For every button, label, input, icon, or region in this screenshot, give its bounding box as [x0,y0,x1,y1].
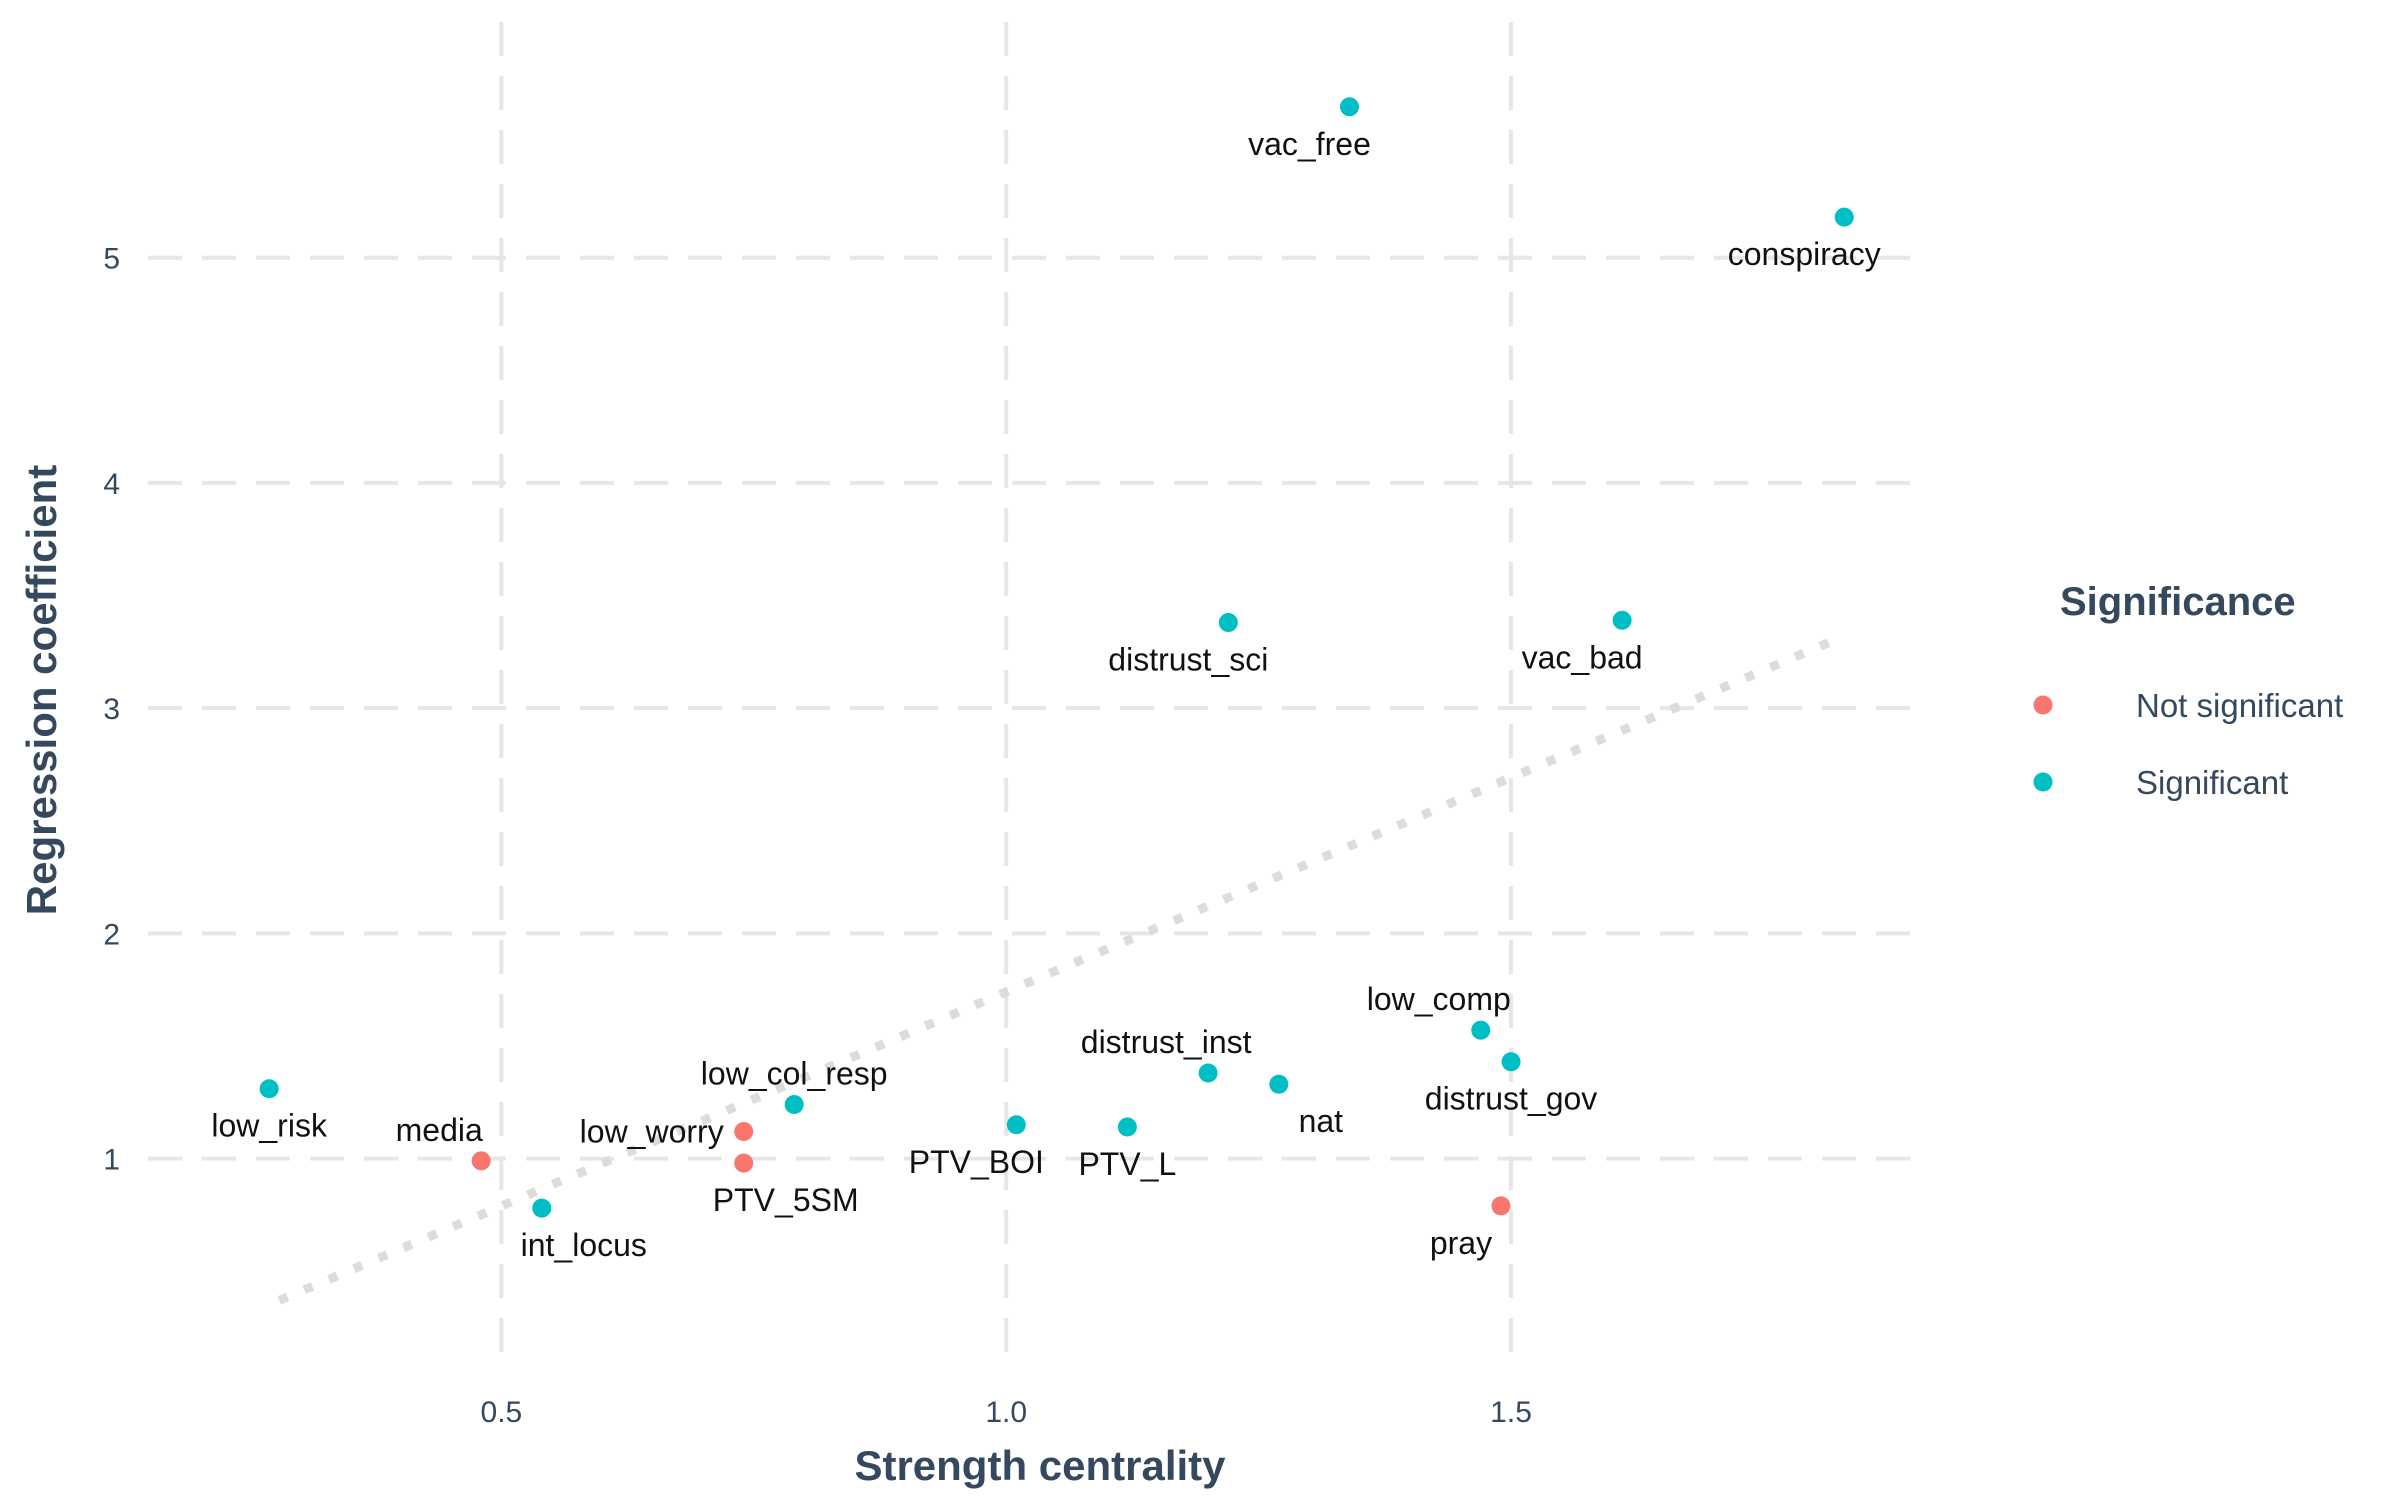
y-axis-title: Regression coefficient [18,465,65,915]
point-nat [1269,1074,1289,1094]
legend-title: Significance [2060,580,2296,624]
point-PTV_BOI [1006,1115,1026,1135]
y-tick-label: 4 [103,468,120,501]
point-low_comp [1471,1020,1491,1040]
point-label-distrust_gov: distrust_gov [1425,1081,1598,1117]
point-PTV_5SM [734,1153,754,1173]
point-label-vac_bad: vac_bad [1522,639,1643,675]
x-axis-title: Strength centrality [854,1442,1226,1489]
y-tick-label: 3 [103,693,120,726]
point-label-nat: nat [1299,1103,1344,1139]
point-low_col_resp [784,1095,804,1115]
point-label-distrust_inst: distrust_inst [1081,1024,1252,1060]
point-label-media: media [396,1112,483,1148]
y-tick-label: 2 [103,918,120,951]
point-distrust_inst [1198,1063,1218,1083]
point-PTV_L [1117,1117,1137,1137]
x-tick-label: 1.5 [1490,1396,1532,1429]
x-tick-label: 1.0 [985,1396,1027,1429]
point-label-low_worry: low_worry [580,1114,724,1150]
point-distrust_gov [1501,1052,1521,1072]
legend-entries: Not significant Significant [2033,687,2343,801]
tick-labels: 0.5 1.0 1.5 1 2 3 4 5 [103,243,1532,1429]
point-vac_bad [1612,610,1632,630]
point-low_risk [259,1079,279,1099]
x-tick-label: 0.5 [481,1396,523,1429]
trend-layer [277,631,1846,1305]
legend-label-1: Significant [2136,764,2288,801]
point-label-vac_free: vac_free [1248,126,1371,162]
gridlines [148,22,1925,1360]
point-conspiracy [1834,207,1854,227]
point-label-low_col_resp: low_col_resp [701,1056,888,1092]
trend-line [277,631,1846,1305]
legend-key-0 [2033,695,2053,715]
point-label-PTV_L: PTV_L [1078,1146,1176,1182]
points-layer [259,97,1854,1218]
legend: Significance Not significant Significant [2033,580,2343,801]
point-labels: vac_free conspiracy distrust_sci vac_badlow… [211,126,1880,1263]
point-label-PTV_5SM: PTV_5SM [713,1182,859,1218]
point-label-low_comp: low_comp [1367,981,1511,1017]
point-label-int_locus: int_locus [521,1227,647,1263]
point-low_worry [734,1122,754,1142]
point-pray [1491,1196,1511,1216]
point-label-PTV_BOI: PTV_BOI [909,1144,1044,1180]
point-label-distrust_sci: distrust_sci [1108,642,1268,678]
legend-key-1 [2033,772,2053,792]
point-vac_free [1339,97,1359,117]
point-label-pray: pray [1430,1225,1492,1261]
point-int_locus [532,1198,552,1218]
point-media [471,1151,491,1171]
point-distrust_sci [1218,613,1238,633]
point-label-low_risk: low_risk [211,1108,328,1144]
y-tick-label: 1 [103,1144,120,1177]
point-label-conspiracy: conspiracy [1728,236,1881,272]
y-tick-label: 5 [103,243,120,276]
legend-label-0: Not significant [2136,687,2343,724]
